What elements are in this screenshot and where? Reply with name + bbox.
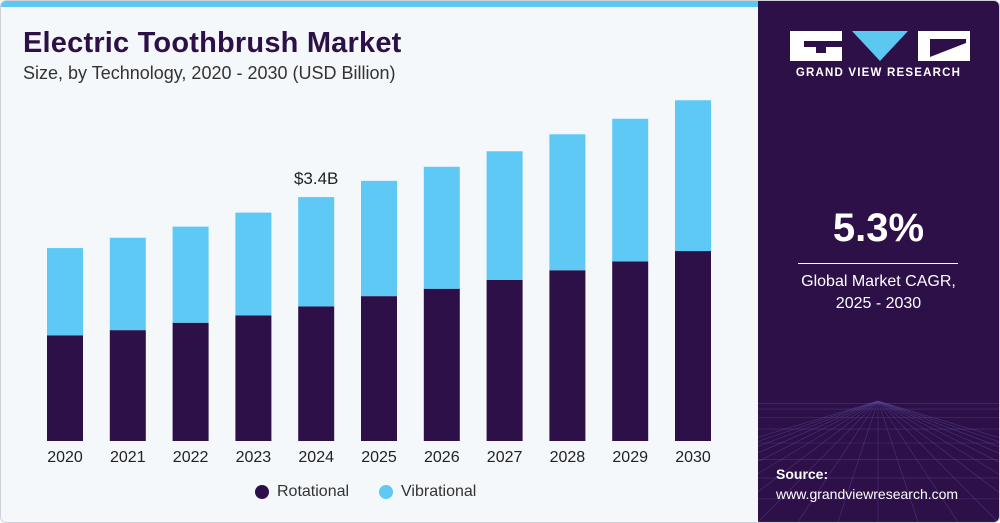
bar-vibrational-2022: [172, 226, 209, 323]
chart-legend: Rotational Vibrational: [255, 483, 506, 501]
bar-rotational-2030: [675, 251, 711, 441]
cagr-label: Global Market CAGR, 2025 - 2030: [758, 271, 999, 315]
bar-rotational-2023: [235, 315, 272, 441]
stat-divider: [798, 263, 958, 264]
source-url: www.grandviewresearch.com: [776, 486, 959, 502]
data-label-2024: $3.4B: [294, 169, 338, 188]
x-tick-label-2026: 2026: [424, 449, 460, 466]
bar-vibrational-2024: [298, 197, 335, 307]
bar-vibrational-2020: [47, 248, 83, 336]
x-tick-label-2020: 2020: [47, 449, 83, 466]
legend-label-rotational: Rotational: [277, 483, 350, 500]
legend-label-vibrational: Vibrational: [401, 483, 477, 500]
x-tick-label-2028: 2028: [550, 449, 586, 466]
bar-vibrational-2030: [675, 100, 711, 252]
source-block: Source: www.grandviewresearch.com: [776, 464, 958, 504]
x-tick-label-2030: 2030: [675, 449, 711, 466]
bar-rotational-2029: [612, 261, 649, 441]
x-tick-label-2021: 2021: [110, 449, 146, 466]
bar-vibrational-2023: [235, 212, 272, 316]
chart-title: Electric Toothbrush Market: [23, 27, 402, 59]
bar-rotational-2027: [486, 279, 523, 441]
legend-swatch-vibrational: [379, 485, 394, 499]
cagr-value: 5.3%: [832, 206, 925, 250]
cagr-label-line2: 2025 - 2030: [835, 295, 922, 312]
bar-rotational-2028: [549, 270, 586, 441]
chart-subtitle: Size, by Technology, 2020 - 2030 (USD Bi…: [23, 63, 396, 83]
bar-vibrational-2021: [109, 237, 146, 331]
stacked-bar-chart: 2020 2021 2022 2023 2024 2025 2026 2027 2028 2029…: [47, 100, 711, 466]
x-tick-label-2022: 2022: [173, 449, 209, 466]
x-tick-label-2023: 2023: [236, 449, 272, 466]
x-tick-label-2029: 2029: [612, 449, 648, 466]
bar-rotational-2024: [298, 306, 335, 441]
x-tick-label-2027: 2027: [487, 449, 523, 466]
bar-vibrational-2025: [361, 180, 397, 297]
bar-rotational-2022: [172, 322, 209, 441]
bar-rotational-2026: [423, 288, 460, 441]
x-tick-label-2025: 2025: [361, 449, 397, 466]
x-tick-label-2024: 2024: [298, 449, 334, 466]
bar-rotational-2025: [361, 296, 397, 441]
cagr-label-line1: Global Market CAGR,: [801, 273, 956, 290]
legend-item-vibrational: Vibrational: [379, 483, 476, 501]
legend-item-rotational: Rotational: [255, 483, 349, 501]
source-label: Source:: [776, 466, 829, 482]
legend-swatch-rotational: [255, 485, 269, 499]
bar-rotational-2021: [109, 330, 146, 441]
info-panel: GRAND VIEW RESEARCH 5.3% Global Market C…: [758, 1, 999, 522]
bar-vibrational-2029: [612, 118, 649, 262]
gvr-logo-icon: [790, 31, 970, 61]
accent-bar: [1, 1, 758, 7]
perspective-grid-decoration: [758, 401, 999, 522]
bar-vibrational-2027: [486, 151, 523, 280]
chart-panel: Electric Toothbrush Market Size, by Tech…: [1, 1, 758, 522]
bar-vibrational-2028: [549, 134, 586, 271]
bar-vibrational-2026: [423, 166, 460, 289]
bar-rotational-2020: [47, 335, 83, 441]
brand-name: GRAND VIEW RESEARCH: [795, 67, 962, 79]
